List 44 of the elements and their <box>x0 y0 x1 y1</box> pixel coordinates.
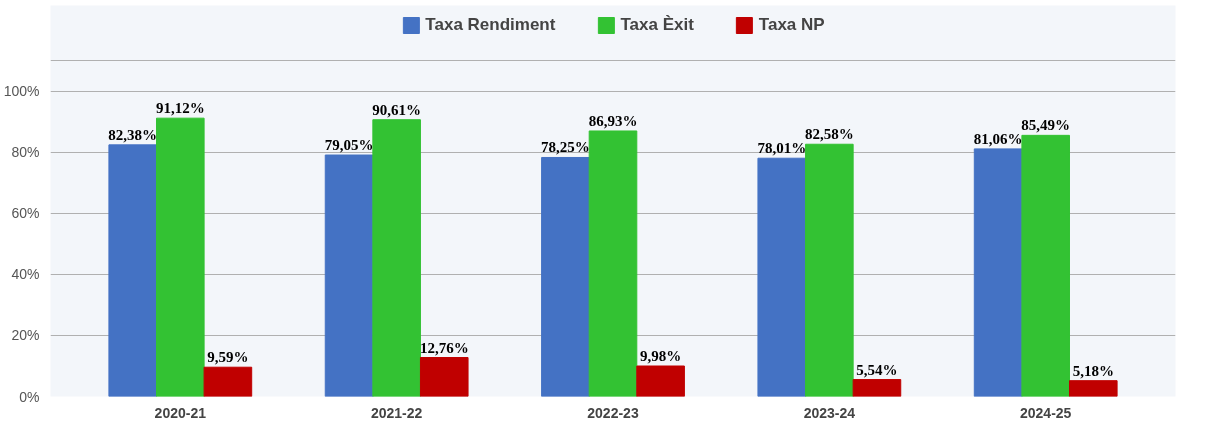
x-tick-label: 2024-25 <box>1020 404 1072 421</box>
bar <box>156 117 205 397</box>
bar <box>108 144 158 397</box>
bar <box>372 119 421 397</box>
legend-label: Taxa NP <box>758 15 825 35</box>
data-label: 78,25% <box>541 139 590 156</box>
data-label: 90,61% <box>372 101 422 118</box>
bar <box>973 148 1023 397</box>
data-label: 82,58% <box>804 126 854 143</box>
data-label: 12,76% <box>419 339 469 356</box>
data-label: 9,59% <box>207 349 249 366</box>
x-tick-label: 2022-23 <box>587 404 639 421</box>
data-label: 9,98% <box>639 348 682 365</box>
y-tick-label: 40% <box>11 266 40 283</box>
bar <box>805 143 854 397</box>
y-tick-label: 20% <box>11 327 40 344</box>
bar <box>419 357 469 397</box>
bar <box>203 366 253 397</box>
bar <box>541 156 590 397</box>
y-tick-label: 80% <box>11 144 40 161</box>
bar <box>324 154 374 397</box>
data-label: 91,12% <box>155 100 205 117</box>
x-tick-label: 2023-24 <box>803 404 856 421</box>
y-tick-label: 100% <box>3 83 40 100</box>
data-label: 82,38% <box>108 126 158 143</box>
data-label: 5,54% <box>856 361 898 378</box>
data-label: 86,93% <box>588 112 638 129</box>
bar <box>636 365 685 397</box>
data-label: 5,18% <box>1072 362 1114 379</box>
y-tick-label: 60% <box>11 205 40 222</box>
y-tick-label: 0% <box>19 388 40 405</box>
bar <box>1021 134 1070 397</box>
data-label: 81,06% <box>973 130 1023 147</box>
bar <box>588 130 638 397</box>
x-tick-label: 2021-22 <box>370 404 423 421</box>
data-label: 78,01% <box>757 140 807 157</box>
x-tick-label: 2020-21 <box>154 404 207 421</box>
bar <box>852 379 902 397</box>
data-label: 85,49% <box>1021 117 1071 134</box>
bar <box>1068 380 1118 397</box>
data-label: 79,05% <box>324 137 374 154</box>
legend-label: Taxa Rendiment <box>425 15 556 35</box>
bar <box>757 157 807 397</box>
legend-label: Taxa Èxit <box>620 15 694 35</box>
